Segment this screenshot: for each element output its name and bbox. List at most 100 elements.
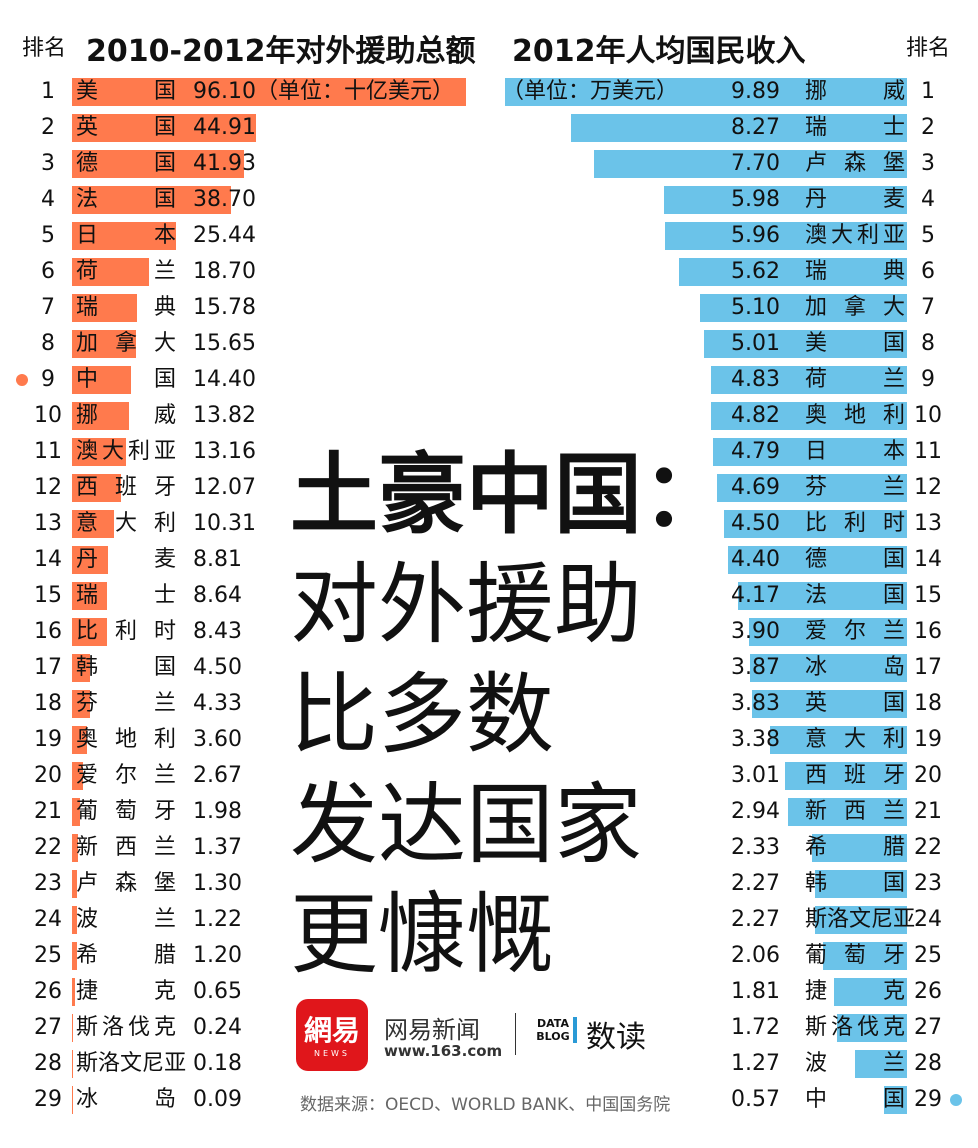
name-char: 法 — [76, 187, 99, 212]
rank: 2 — [921, 115, 935, 140]
aid-row: 21 葡萄牙 1.98 — [0, 794, 490, 830]
name-char: 牙 — [153, 475, 176, 500]
name-char: 卢 — [805, 151, 828, 176]
name-char: 英 — [76, 115, 99, 140]
datablog-logo: DATA BLOG — [533, 1017, 577, 1043]
name-char: 丹 — [805, 187, 828, 212]
income-value: 4.83 — [731, 367, 780, 392]
income-value: 5.62 — [731, 259, 780, 284]
name-char: 牙 — [153, 799, 176, 824]
country-name: 英国 — [76, 110, 176, 146]
country-name: 爱尔兰 — [805, 614, 905, 650]
aid-value: 0.18 — [193, 1051, 242, 1076]
country-name: 加拿大 — [76, 326, 176, 362]
income-value: 2.27 — [731, 907, 780, 932]
aid-bar — [72, 474, 122, 502]
name-char: 腊 — [153, 943, 176, 968]
rank: 3 — [41, 151, 55, 176]
aid-value: 0.65 — [193, 979, 242, 1004]
income-value: 3.38 — [731, 727, 780, 752]
country-name: 比利时 — [76, 614, 176, 650]
aid-value: 2.67 — [193, 763, 242, 788]
name-char: 意 — [76, 511, 99, 536]
name-char: 西 — [76, 475, 99, 500]
country-name: 中国 — [76, 362, 176, 398]
name-char: 日 — [805, 439, 828, 464]
aid-row: 28 斯洛文尼亚 0.18 — [0, 1046, 490, 1082]
left-chart-title: 2010-2012年对外援助总额 — [86, 34, 476, 69]
income-row: 4.50 比利时 13 — [490, 506, 978, 542]
income-value: 4.69 — [731, 475, 780, 500]
country-name: 美国 — [805, 326, 905, 362]
name-char: 新 — [805, 799, 828, 824]
name-char: 荷 — [76, 259, 99, 284]
name-char: 芬 — [805, 475, 828, 500]
country-name: 德国 — [76, 146, 176, 182]
rank: 5 — [41, 223, 55, 248]
income-bar — [699, 294, 907, 322]
name-char: 兰 — [153, 691, 176, 716]
income-row: 5.98 丹麦 4 — [490, 182, 978, 218]
income-row: 4.17 法国 15 — [490, 578, 978, 614]
income-row: 3.90 爱尔兰 16 — [490, 614, 978, 650]
name-char: 德 — [805, 547, 828, 572]
name-char: 牙 — [882, 943, 905, 968]
income-bar — [724, 510, 907, 538]
country-name: 新西兰 — [805, 794, 905, 830]
name-char: 斯 — [805, 1015, 828, 1040]
name-char: 希 — [805, 835, 828, 860]
income-row: 2.94 新西兰 21 — [490, 794, 978, 830]
name-char: 中 — [805, 1087, 828, 1112]
name-char: 丹 — [76, 547, 99, 572]
aid-value: 14.40 — [193, 367, 256, 392]
income-bar — [665, 222, 907, 250]
name-char: 卢 — [76, 871, 99, 896]
country-name: 德国 — [805, 542, 905, 578]
name-char: 斯 — [76, 1015, 99, 1040]
income-bar — [837, 1014, 907, 1042]
brand-url: www.163.com — [384, 1042, 503, 1060]
name-char: 兰 — [153, 763, 176, 788]
name-char: 森 — [843, 151, 866, 176]
name-char: 亚 — [153, 439, 176, 464]
rank: 11 — [34, 439, 62, 464]
rank: 14 — [914, 547, 942, 572]
name-char: 腊 — [882, 835, 905, 860]
aid-value: 1.30 — [193, 871, 242, 896]
name-char: 瑞 — [76, 295, 99, 320]
aid-value: 8.43 — [193, 619, 242, 644]
headline-line: 比多数 — [290, 663, 555, 766]
income-value: 5.96 — [731, 223, 780, 248]
aid-bar — [72, 906, 77, 934]
country-name: 斯洛伐克 — [805, 1010, 905, 1046]
country-name: 斯洛文尼亚 — [76, 1046, 186, 1082]
name-char: 利 — [114, 619, 137, 644]
country-name: 韩国 — [76, 650, 176, 686]
name-char: 捷 — [76, 979, 99, 1004]
name-char: 尼 — [142, 1051, 165, 1076]
income-value: 2.06 — [731, 943, 780, 968]
country-name: 芬兰 — [805, 470, 905, 506]
income-row: 3.38 意大利 19 — [490, 722, 978, 758]
country-name: 芬兰 — [76, 686, 176, 722]
rank: 14 — [34, 547, 62, 572]
aid-bar — [72, 510, 115, 538]
country-name: 瑞典 — [76, 290, 176, 326]
rank: 18 — [34, 691, 62, 716]
name-char: 士 — [153, 583, 176, 608]
name-char: 地 — [114, 727, 137, 752]
name-char: 国 — [882, 583, 905, 608]
name-char: 日 — [76, 223, 99, 248]
income-row: 2.33 希腊 22 — [490, 830, 978, 866]
income-value: 4.82 — [731, 403, 780, 428]
rank: 12 — [914, 475, 942, 500]
name-char: 大 — [882, 295, 905, 320]
income-value: 1.72 — [731, 1015, 780, 1040]
rank: 15 — [914, 583, 942, 608]
country-name: 瑞典 — [805, 254, 905, 290]
name-char: 文 — [849, 907, 872, 932]
rank: 4 — [921, 187, 935, 212]
country-name: 奥地利 — [76, 722, 176, 758]
rank: 21 — [914, 799, 942, 824]
name-char: 希 — [76, 943, 99, 968]
